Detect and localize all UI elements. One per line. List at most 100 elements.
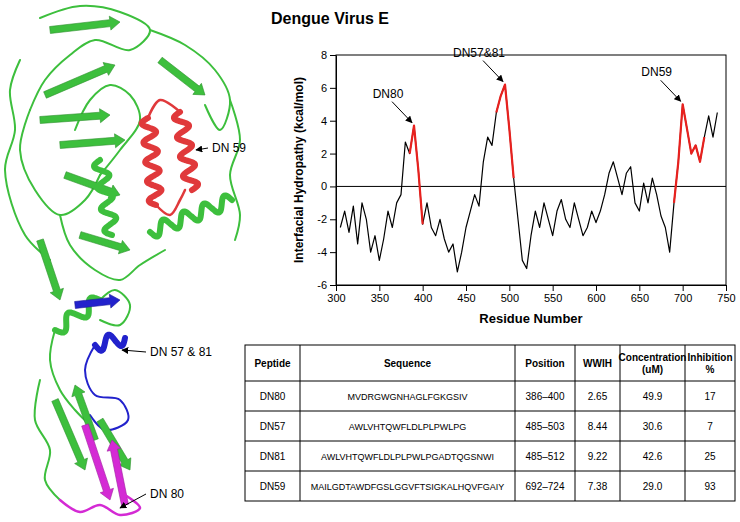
y-tick-label: 4 — [321, 115, 327, 127]
helix — [94, 160, 116, 235]
x-tick: 750 — [717, 285, 735, 304]
y-tick-mark — [330, 154, 336, 155]
beta-strand — [60, 134, 125, 149]
table-header: WWIH — [583, 358, 612, 369]
y-tick: 0 — [321, 180, 336, 192]
table-cell: 386–400 — [526, 391, 565, 402]
table-cell: 93 — [704, 481, 716, 492]
ribbon-loop-dn59 — [156, 190, 185, 215]
ribbon-loop — [100, 290, 130, 325]
x-tick-mark — [336, 285, 337, 291]
structure-label: DN 80 — [150, 487, 184, 501]
table-cell: 29.0 — [643, 481, 663, 492]
table-cell: AWLVHTQWFLDLPLPWLPGADTQGSNWI — [321, 452, 494, 462]
x-tick-mark — [553, 285, 554, 291]
annotation-label: DN57&81 — [453, 46, 505, 60]
y-tick-label: -6 — [317, 279, 327, 291]
x-tick: 350 — [371, 285, 389, 304]
x-tick: 550 — [544, 285, 562, 304]
annotation-arrow — [661, 80, 681, 101]
y-tick: 2 — [321, 148, 336, 160]
ribbon-loop — [75, 85, 140, 175]
table-cell: 692–724 — [526, 481, 565, 492]
figure-svg: DN 59DN 57 & 81DN 80Dengue Virus E300350… — [0, 0, 740, 522]
plot-frame — [336, 55, 726, 285]
x-tick-mark — [639, 285, 640, 291]
table-cell: 485–512 — [526, 451, 565, 462]
ribbon-loop — [30, 6, 150, 110]
y-tick-label: -4 — [317, 246, 327, 258]
beta-strand — [158, 57, 205, 95]
table-cell: 25 — [704, 451, 716, 462]
x-axis-line — [337, 285, 727, 286]
x-tick: 300 — [327, 285, 345, 304]
y-tick-label: 2 — [321, 148, 327, 160]
table-cell: 7.38 — [588, 481, 608, 492]
helix — [150, 195, 232, 236]
title: Dengue Virus E — [271, 10, 389, 27]
x-tick-label: 450 — [457, 292, 475, 304]
x-tick-mark — [423, 285, 424, 291]
ribbon-loop-dn80 — [60, 495, 140, 515]
beta-strand — [44, 63, 115, 99]
table-header: Peptide — [254, 358, 291, 369]
highlight-line — [410, 85, 705, 225]
y-tick: 4 — [321, 115, 336, 127]
annotation-arrow — [483, 61, 503, 82]
table-row-rule — [245, 411, 735, 412]
ribbon-loop-dn57-81 — [85, 345, 128, 430]
table-cell: 17 — [704, 391, 716, 402]
table-header: (uM) — [642, 364, 663, 375]
x-tick: 500 — [501, 285, 519, 304]
x-tick-mark — [726, 285, 727, 291]
table-col-rule — [575, 345, 576, 501]
y-tick-mark — [330, 55, 336, 56]
table-col-rule — [515, 345, 516, 501]
table-col-rule — [685, 345, 686, 501]
y-tick-mark — [330, 121, 336, 122]
table-cell: 2.65 — [588, 391, 608, 402]
table-header: Position — [525, 358, 564, 369]
table-header: % — [706, 364, 715, 375]
x-tick-label: 600 — [587, 292, 605, 304]
y-tick: 8 — [321, 49, 336, 61]
structure-label: DN 59 — [212, 141, 246, 155]
ribbon-loop — [20, 110, 100, 215]
x-axis-title: Residue Number — [479, 311, 582, 326]
y-tick-mark — [330, 252, 336, 253]
x-tick-mark — [379, 285, 380, 291]
ribbon-loop — [35, 380, 60, 500]
x-tick: 450 — [457, 285, 475, 304]
y-tick-label: 6 — [321, 82, 327, 94]
x-tick-mark — [509, 285, 510, 291]
table-cell: 42.6 — [643, 451, 663, 462]
table-header: Concentration — [619, 352, 687, 363]
annotation-label: DN59 — [641, 65, 672, 79]
ribbon-loop — [150, 30, 230, 130]
beta-strand — [37, 239, 64, 300]
table-cell: MAILGDTAWDFGSLGGVFTSIGKALHQVFGAIY — [311, 482, 505, 492]
annotation-label: DN80 — [373, 87, 404, 101]
x-tick-label: 300 — [327, 292, 345, 304]
beta-strand — [40, 109, 110, 124]
x-tick-label: 700 — [674, 292, 692, 304]
label-arrow — [196, 148, 208, 150]
x-tick-label: 500 — [501, 292, 519, 304]
label-arrow — [120, 494, 146, 508]
table-cell: 30.6 — [643, 421, 663, 432]
beta-strand-dn80 — [82, 424, 114, 500]
x-tick-mark — [683, 285, 684, 291]
x-tick-label: 750 — [717, 292, 735, 304]
x-tick: 600 — [587, 285, 605, 304]
beta-strand — [50, 16, 120, 33]
x-tick-mark — [596, 285, 597, 291]
y-tick-label: -2 — [317, 213, 327, 225]
ribbon-loop-dn59 — [148, 100, 180, 118]
x-tick-mark — [466, 285, 467, 291]
x-tick: 650 — [631, 285, 649, 304]
table-col-rule — [300, 345, 301, 501]
y-axis: -6 -4 -2 0 2 4 6 8 — [317, 49, 336, 291]
y-tick-mark — [330, 285, 336, 286]
x-tick-label: 350 — [371, 292, 389, 304]
y-tick-label: 8 — [321, 49, 327, 61]
